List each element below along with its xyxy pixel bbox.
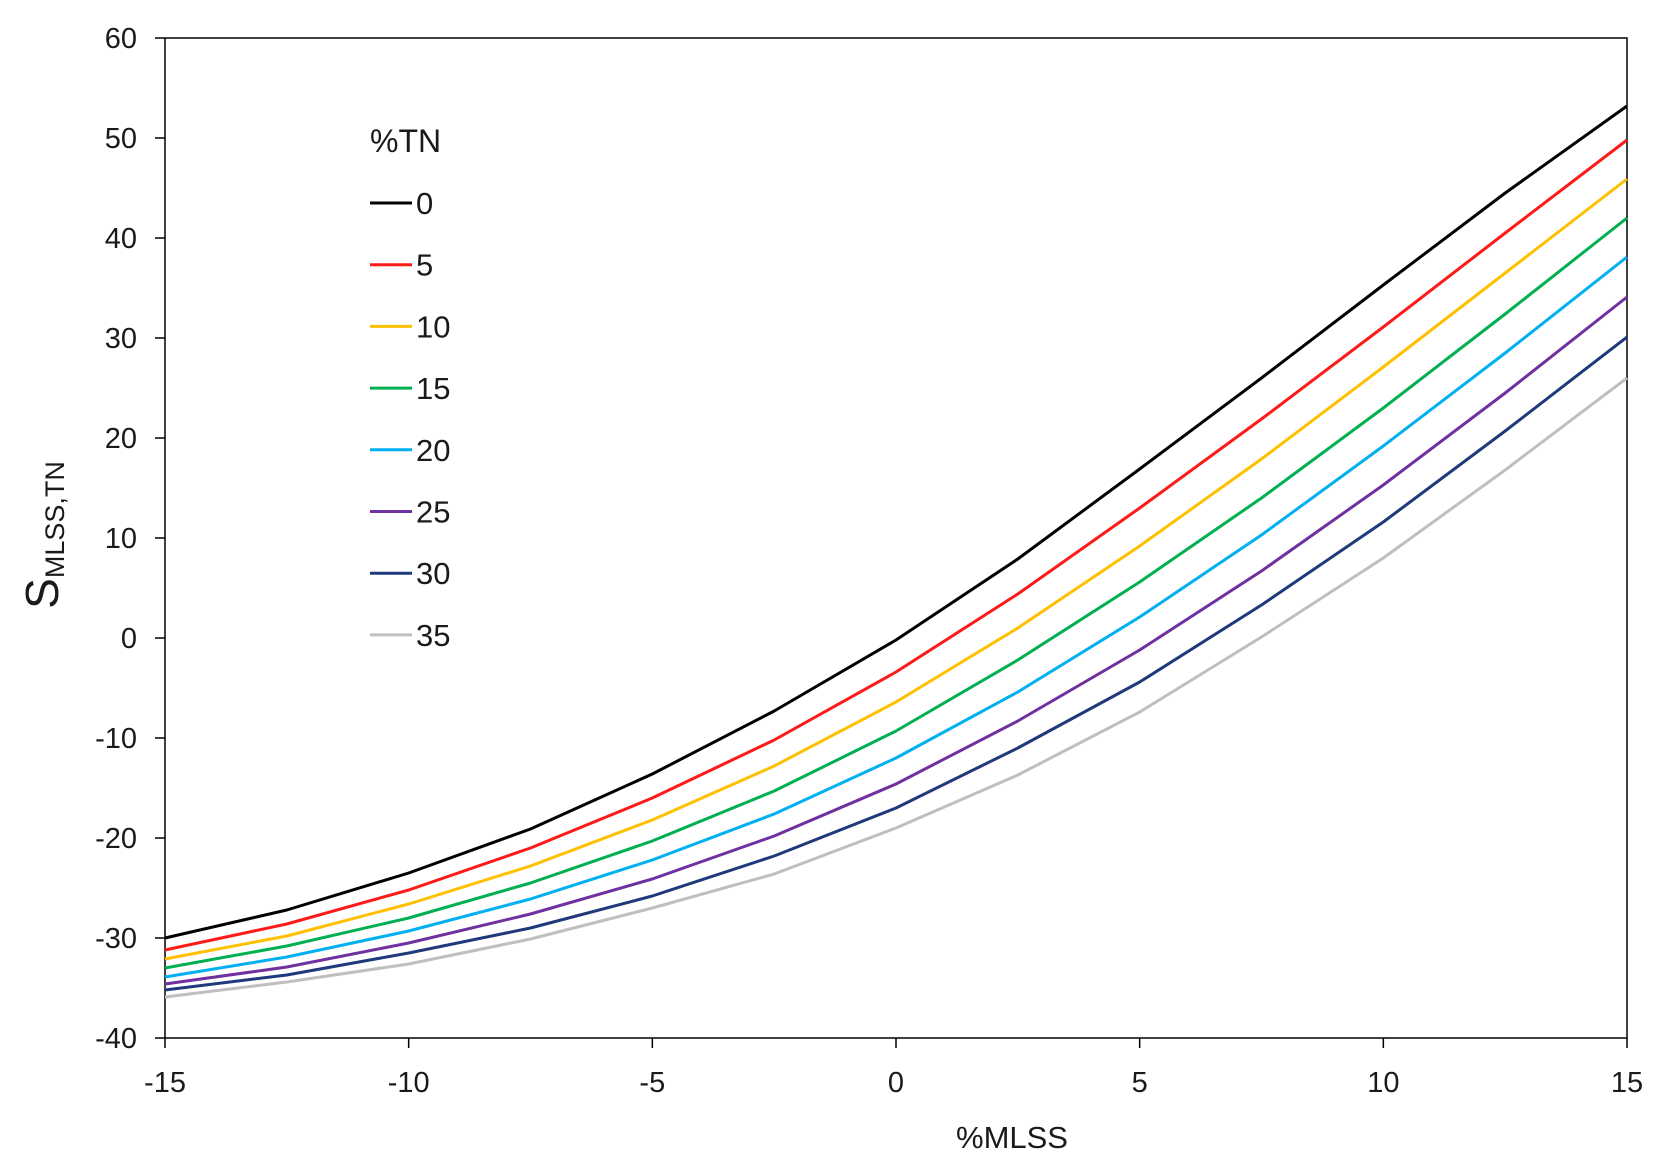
y-tick-label: 50 bbox=[105, 123, 137, 155]
y-tick-label: 30 bbox=[105, 323, 137, 355]
plot-area bbox=[164, 37, 1628, 1039]
series-line-25 bbox=[164, 295, 1628, 986]
y-tick-label: -30 bbox=[95, 923, 137, 955]
y-tick-label: 40 bbox=[105, 223, 137, 255]
legend-label-10: 10 bbox=[416, 309, 450, 344]
series-line-15 bbox=[164, 216, 1628, 970]
x-tick-label: -5 bbox=[639, 1067, 665, 1099]
x-tick-label: 10 bbox=[1367, 1067, 1399, 1099]
series-line-5 bbox=[164, 138, 1628, 952]
legend-title: %TN bbox=[370, 123, 441, 159]
series-lines bbox=[164, 104, 1628, 999]
y-axis-title-sub: MLSS,TN bbox=[40, 461, 70, 578]
x-tick-label: -15 bbox=[144, 1067, 186, 1099]
legend: %TN 0 5 10 15 20 25 30 35 bbox=[370, 123, 450, 653]
series-line-20 bbox=[164, 255, 1628, 979]
y-tick-label: 20 bbox=[105, 423, 137, 455]
legend-label-20: 20 bbox=[416, 433, 450, 468]
series-line-10 bbox=[164, 177, 1628, 961]
x-tick-label: 15 bbox=[1611, 1067, 1643, 1099]
legend-label-5: 5 bbox=[416, 248, 433, 283]
x-tick-label: -10 bbox=[388, 1067, 430, 1099]
y-axis-title: SMLSS,TN bbox=[16, 461, 70, 609]
series-line-0 bbox=[164, 104, 1628, 940]
legend-label-35: 35 bbox=[416, 618, 450, 653]
legend-label-30: 30 bbox=[416, 556, 450, 591]
y-tick-label: -40 bbox=[95, 1023, 137, 1055]
y-tick-label: -10 bbox=[95, 723, 137, 755]
x-tick-label: 0 bbox=[888, 1067, 904, 1099]
legend-label-15: 15 bbox=[416, 371, 450, 406]
series-line-30 bbox=[164, 335, 1628, 992]
y-axis-title-main: S bbox=[16, 578, 68, 609]
legend-label-0: 0 bbox=[416, 186, 433, 221]
y-tick-label: 10 bbox=[105, 523, 137, 555]
series-line-35 bbox=[164, 376, 1628, 999]
legend-label-25: 25 bbox=[416, 495, 450, 530]
y-tick-label: 60 bbox=[105, 23, 137, 55]
y-tick-label: -20 bbox=[95, 823, 137, 855]
y-tick-label: 0 bbox=[121, 623, 137, 655]
x-axis-title: %MLSS bbox=[956, 1120, 1068, 1155]
x-tick-label: 5 bbox=[1132, 1067, 1148, 1099]
